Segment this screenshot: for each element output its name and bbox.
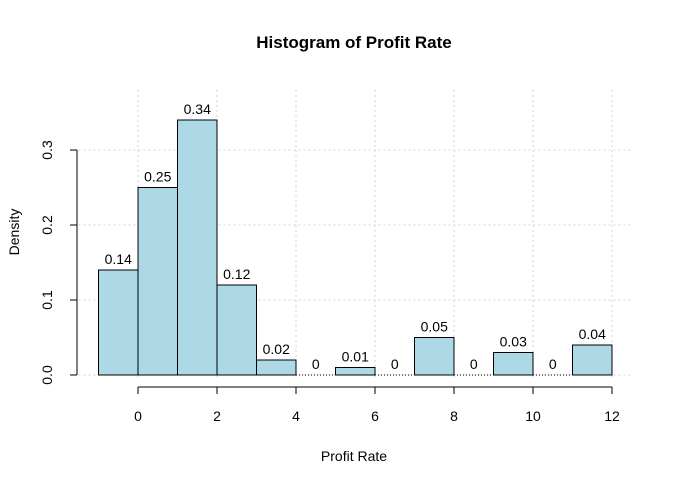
histogram-bar bbox=[137, 187, 178, 376]
y-tick-label: 0.0 bbox=[39, 365, 55, 385]
bar-value-label: 0 bbox=[312, 356, 320, 372]
bar-value-label: 0 bbox=[549, 356, 557, 372]
bar-value-label: 0 bbox=[391, 356, 399, 372]
bar-value-label: 0.05 bbox=[421, 319, 448, 335]
y-tick-label: 0.1 bbox=[39, 290, 55, 310]
x-tick-label: 6 bbox=[371, 408, 379, 424]
bar-value-label: 0.12 bbox=[223, 266, 250, 282]
x-tick-label: 2 bbox=[213, 408, 221, 424]
histogram-bar bbox=[414, 337, 455, 376]
bar-value-label: 0.03 bbox=[500, 334, 527, 350]
histogram-bar bbox=[216, 284, 257, 376]
x-tick-label: 4 bbox=[292, 408, 300, 424]
histogram-bar bbox=[572, 344, 613, 376]
y-axis: 0.0 0.1 0.2 0.3 bbox=[39, 140, 78, 385]
bar-value-label: 0.02 bbox=[263, 341, 290, 357]
bars bbox=[98, 119, 613, 376]
y-axis-label: Density bbox=[6, 209, 22, 256]
chart-title: Histogram of Profit Rate bbox=[256, 33, 452, 52]
bar-value-label: 0.34 bbox=[184, 101, 211, 117]
histogram-bar bbox=[177, 119, 218, 376]
x-tick-label: 12 bbox=[604, 408, 620, 424]
x-tick-label: 10 bbox=[525, 408, 541, 424]
histogram-bar bbox=[256, 359, 297, 376]
x-axis-label: Profit Rate bbox=[321, 448, 387, 464]
x-tick-label: 0 bbox=[134, 408, 142, 424]
bar-labels: 0.14 0.25 0.34 0.12 0.02 0 0.01 0 0.05 0 0.03 0 0.04 bbox=[105, 101, 606, 372]
y-tick-label: 0.3 bbox=[39, 140, 55, 160]
histogram-bar bbox=[98, 269, 139, 376]
bar-value-label: 0.01 bbox=[342, 349, 369, 365]
bar-value-label: 0.25 bbox=[144, 169, 171, 185]
bar-value-label: 0 bbox=[470, 356, 478, 372]
x-axis: 0 2 4 6 8 10 12 bbox=[134, 386, 620, 424]
bar-value-label: 0.14 bbox=[105, 251, 132, 267]
histogram-bar bbox=[335, 367, 376, 376]
y-tick-label: 0.2 bbox=[39, 215, 55, 235]
histogram-bar bbox=[493, 352, 534, 376]
bar-value-label: 0.04 bbox=[579, 326, 606, 342]
x-tick-label: 8 bbox=[450, 408, 458, 424]
